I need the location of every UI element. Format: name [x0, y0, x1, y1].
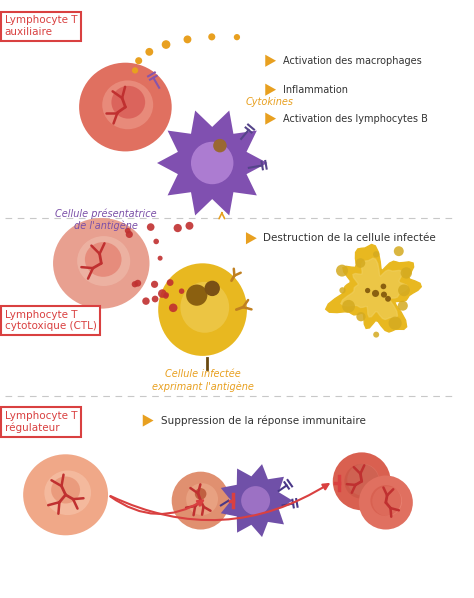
Text: Suppression de la réponse immunitaire: Suppression de la réponse immunitaire: [161, 415, 366, 426]
Circle shape: [356, 312, 365, 321]
Polygon shape: [265, 84, 276, 96]
Polygon shape: [341, 258, 408, 319]
Circle shape: [342, 300, 355, 313]
Ellipse shape: [111, 86, 145, 118]
Circle shape: [381, 283, 386, 289]
Polygon shape: [265, 112, 276, 125]
Circle shape: [169, 304, 177, 312]
Circle shape: [158, 289, 166, 298]
FancyArrowPatch shape: [110, 484, 328, 520]
Circle shape: [370, 485, 401, 516]
Circle shape: [372, 290, 379, 297]
Circle shape: [146, 48, 153, 56]
Ellipse shape: [79, 63, 172, 151]
Circle shape: [125, 228, 131, 234]
Circle shape: [385, 296, 391, 302]
Circle shape: [134, 280, 141, 286]
Circle shape: [398, 285, 410, 296]
Circle shape: [132, 281, 138, 288]
Circle shape: [152, 295, 158, 303]
Circle shape: [135, 57, 142, 64]
Circle shape: [147, 223, 155, 231]
Ellipse shape: [186, 483, 218, 515]
Polygon shape: [265, 54, 276, 67]
Circle shape: [336, 264, 348, 277]
Text: Activation des lymphocytes B: Activation des lymphocytes B: [283, 114, 428, 124]
Circle shape: [381, 292, 387, 298]
Text: Lymphocyte T
régulateur: Lymphocyte T régulateur: [5, 411, 77, 433]
Text: Cytokines: Cytokines: [246, 97, 294, 107]
Circle shape: [234, 34, 240, 40]
Circle shape: [373, 251, 379, 258]
Text: Lymphocyte T
auxiliaire: Lymphocyte T auxiliaire: [5, 16, 77, 37]
Ellipse shape: [172, 472, 229, 530]
Circle shape: [173, 224, 182, 232]
Text: Inflammation: Inflammation: [283, 85, 347, 94]
Circle shape: [142, 297, 150, 305]
Ellipse shape: [347, 464, 379, 496]
Ellipse shape: [23, 454, 108, 535]
Ellipse shape: [77, 236, 130, 286]
Ellipse shape: [181, 282, 229, 332]
Circle shape: [389, 316, 401, 329]
Circle shape: [339, 287, 346, 294]
Text: Activation des macrophages: Activation des macrophages: [283, 56, 421, 66]
Circle shape: [132, 67, 138, 74]
Circle shape: [208, 33, 215, 41]
Polygon shape: [326, 245, 421, 332]
Circle shape: [126, 231, 133, 238]
FancyArrowPatch shape: [110, 496, 203, 514]
Circle shape: [213, 139, 227, 152]
Circle shape: [398, 301, 408, 311]
Circle shape: [373, 332, 379, 338]
Circle shape: [179, 288, 184, 294]
Circle shape: [195, 488, 206, 500]
Ellipse shape: [359, 475, 413, 530]
Text: Lymphocyte T
cytotoxique (CTL): Lymphocyte T cytotoxique (CTL): [5, 310, 97, 331]
Ellipse shape: [51, 477, 80, 504]
Text: Cellule présentatrice
de l'antigène: Cellule présentatrice de l'antigène: [55, 208, 157, 231]
Ellipse shape: [158, 263, 247, 356]
Circle shape: [154, 239, 159, 244]
Ellipse shape: [372, 486, 402, 516]
Ellipse shape: [85, 242, 121, 277]
Circle shape: [167, 279, 173, 286]
Circle shape: [151, 280, 158, 288]
Ellipse shape: [241, 486, 270, 515]
Circle shape: [162, 40, 170, 49]
Ellipse shape: [53, 218, 149, 309]
Text: Cellule infectée
exprimant l'antigène: Cellule infectée exprimant l'antigène: [152, 370, 254, 392]
Circle shape: [183, 35, 191, 43]
Text: Destruction de la cellule infectée: Destruction de la cellule infectée: [264, 233, 436, 243]
Ellipse shape: [191, 142, 233, 184]
Circle shape: [365, 288, 370, 293]
Polygon shape: [143, 414, 154, 426]
Ellipse shape: [45, 471, 91, 515]
Circle shape: [356, 258, 365, 268]
Circle shape: [158, 256, 163, 261]
Ellipse shape: [333, 452, 391, 510]
Polygon shape: [221, 464, 292, 537]
Circle shape: [394, 246, 404, 256]
Circle shape: [401, 267, 412, 279]
Circle shape: [185, 222, 193, 230]
Circle shape: [164, 292, 169, 297]
Ellipse shape: [102, 80, 153, 129]
Polygon shape: [157, 111, 267, 215]
Polygon shape: [246, 232, 257, 245]
Circle shape: [344, 464, 379, 499]
Circle shape: [204, 280, 220, 296]
Circle shape: [186, 285, 208, 306]
Circle shape: [163, 294, 169, 299]
